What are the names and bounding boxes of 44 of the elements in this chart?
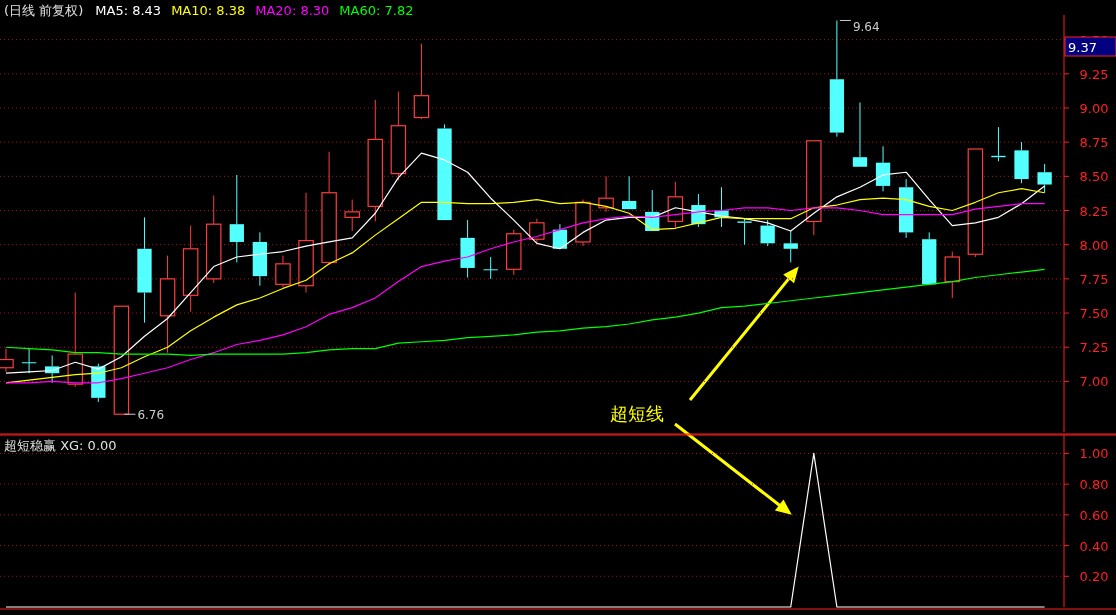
y-tick-label: 0.80: [1079, 477, 1109, 493]
y-tick-label: 8.00: [1079, 237, 1109, 253]
y-tick-label: 0.60: [1079, 507, 1109, 523]
candlestick: [229, 174, 244, 263]
candlestick: [1014, 141, 1029, 184]
chart-title: (日线 前复权): [4, 3, 84, 18]
text: MA5: 8.43: [95, 3, 162, 18]
candlestick: [252, 231, 268, 287]
candlestick: [182, 225, 199, 313]
y-tick-label: 7.00: [1079, 374, 1109, 390]
candlestick: [21, 348, 37, 374]
text: 9.37: [1068, 40, 1097, 55]
y-tick-label: 1.00: [1079, 446, 1109, 462]
y-tick-label: 8.25: [1079, 203, 1109, 219]
y-tick-label: 0.40: [1079, 538, 1109, 554]
y-tick-label: 8.75: [1079, 135, 1109, 151]
y-tick-label: 9.25: [1079, 66, 1109, 82]
candlestick: [0, 348, 14, 373]
y-tick-label: 9.00: [1079, 100, 1109, 116]
y-tick-label: 7.50: [1079, 306, 1109, 322]
candlestick: [760, 219, 775, 247]
line-series: [5, 268, 1046, 357]
chart-title: 超短稳赢 XG: 0.00: [4, 438, 117, 453]
text: MA20: 8.30: [255, 3, 330, 18]
candlestick: [344, 199, 360, 232]
y-tick-label: 8.50: [1079, 169, 1109, 185]
annotation: 超短线: [610, 403, 664, 424]
text: MA60: 7.82: [339, 3, 414, 18]
candlestick: [483, 256, 498, 280]
annotation: 6.76: [137, 408, 165, 423]
y-tick-label: 0.20: [1079, 569, 1109, 585]
y-tick-label: 7.25: [1079, 340, 1109, 356]
candlestick: [159, 255, 176, 354]
candlestick: [298, 192, 314, 294]
candlestick: [875, 145, 891, 192]
candlestick: [783, 230, 798, 263]
annotation: 9.64: [852, 20, 880, 35]
y-tick-label: 7.75: [1079, 271, 1109, 287]
candlestick: [898, 178, 914, 239]
text: MA10: 8.38: [171, 3, 246, 18]
candlestick: [413, 43, 430, 119]
candlestick: [137, 216, 152, 324]
candlestick: [460, 219, 475, 278]
candlestick: [275, 255, 291, 288]
